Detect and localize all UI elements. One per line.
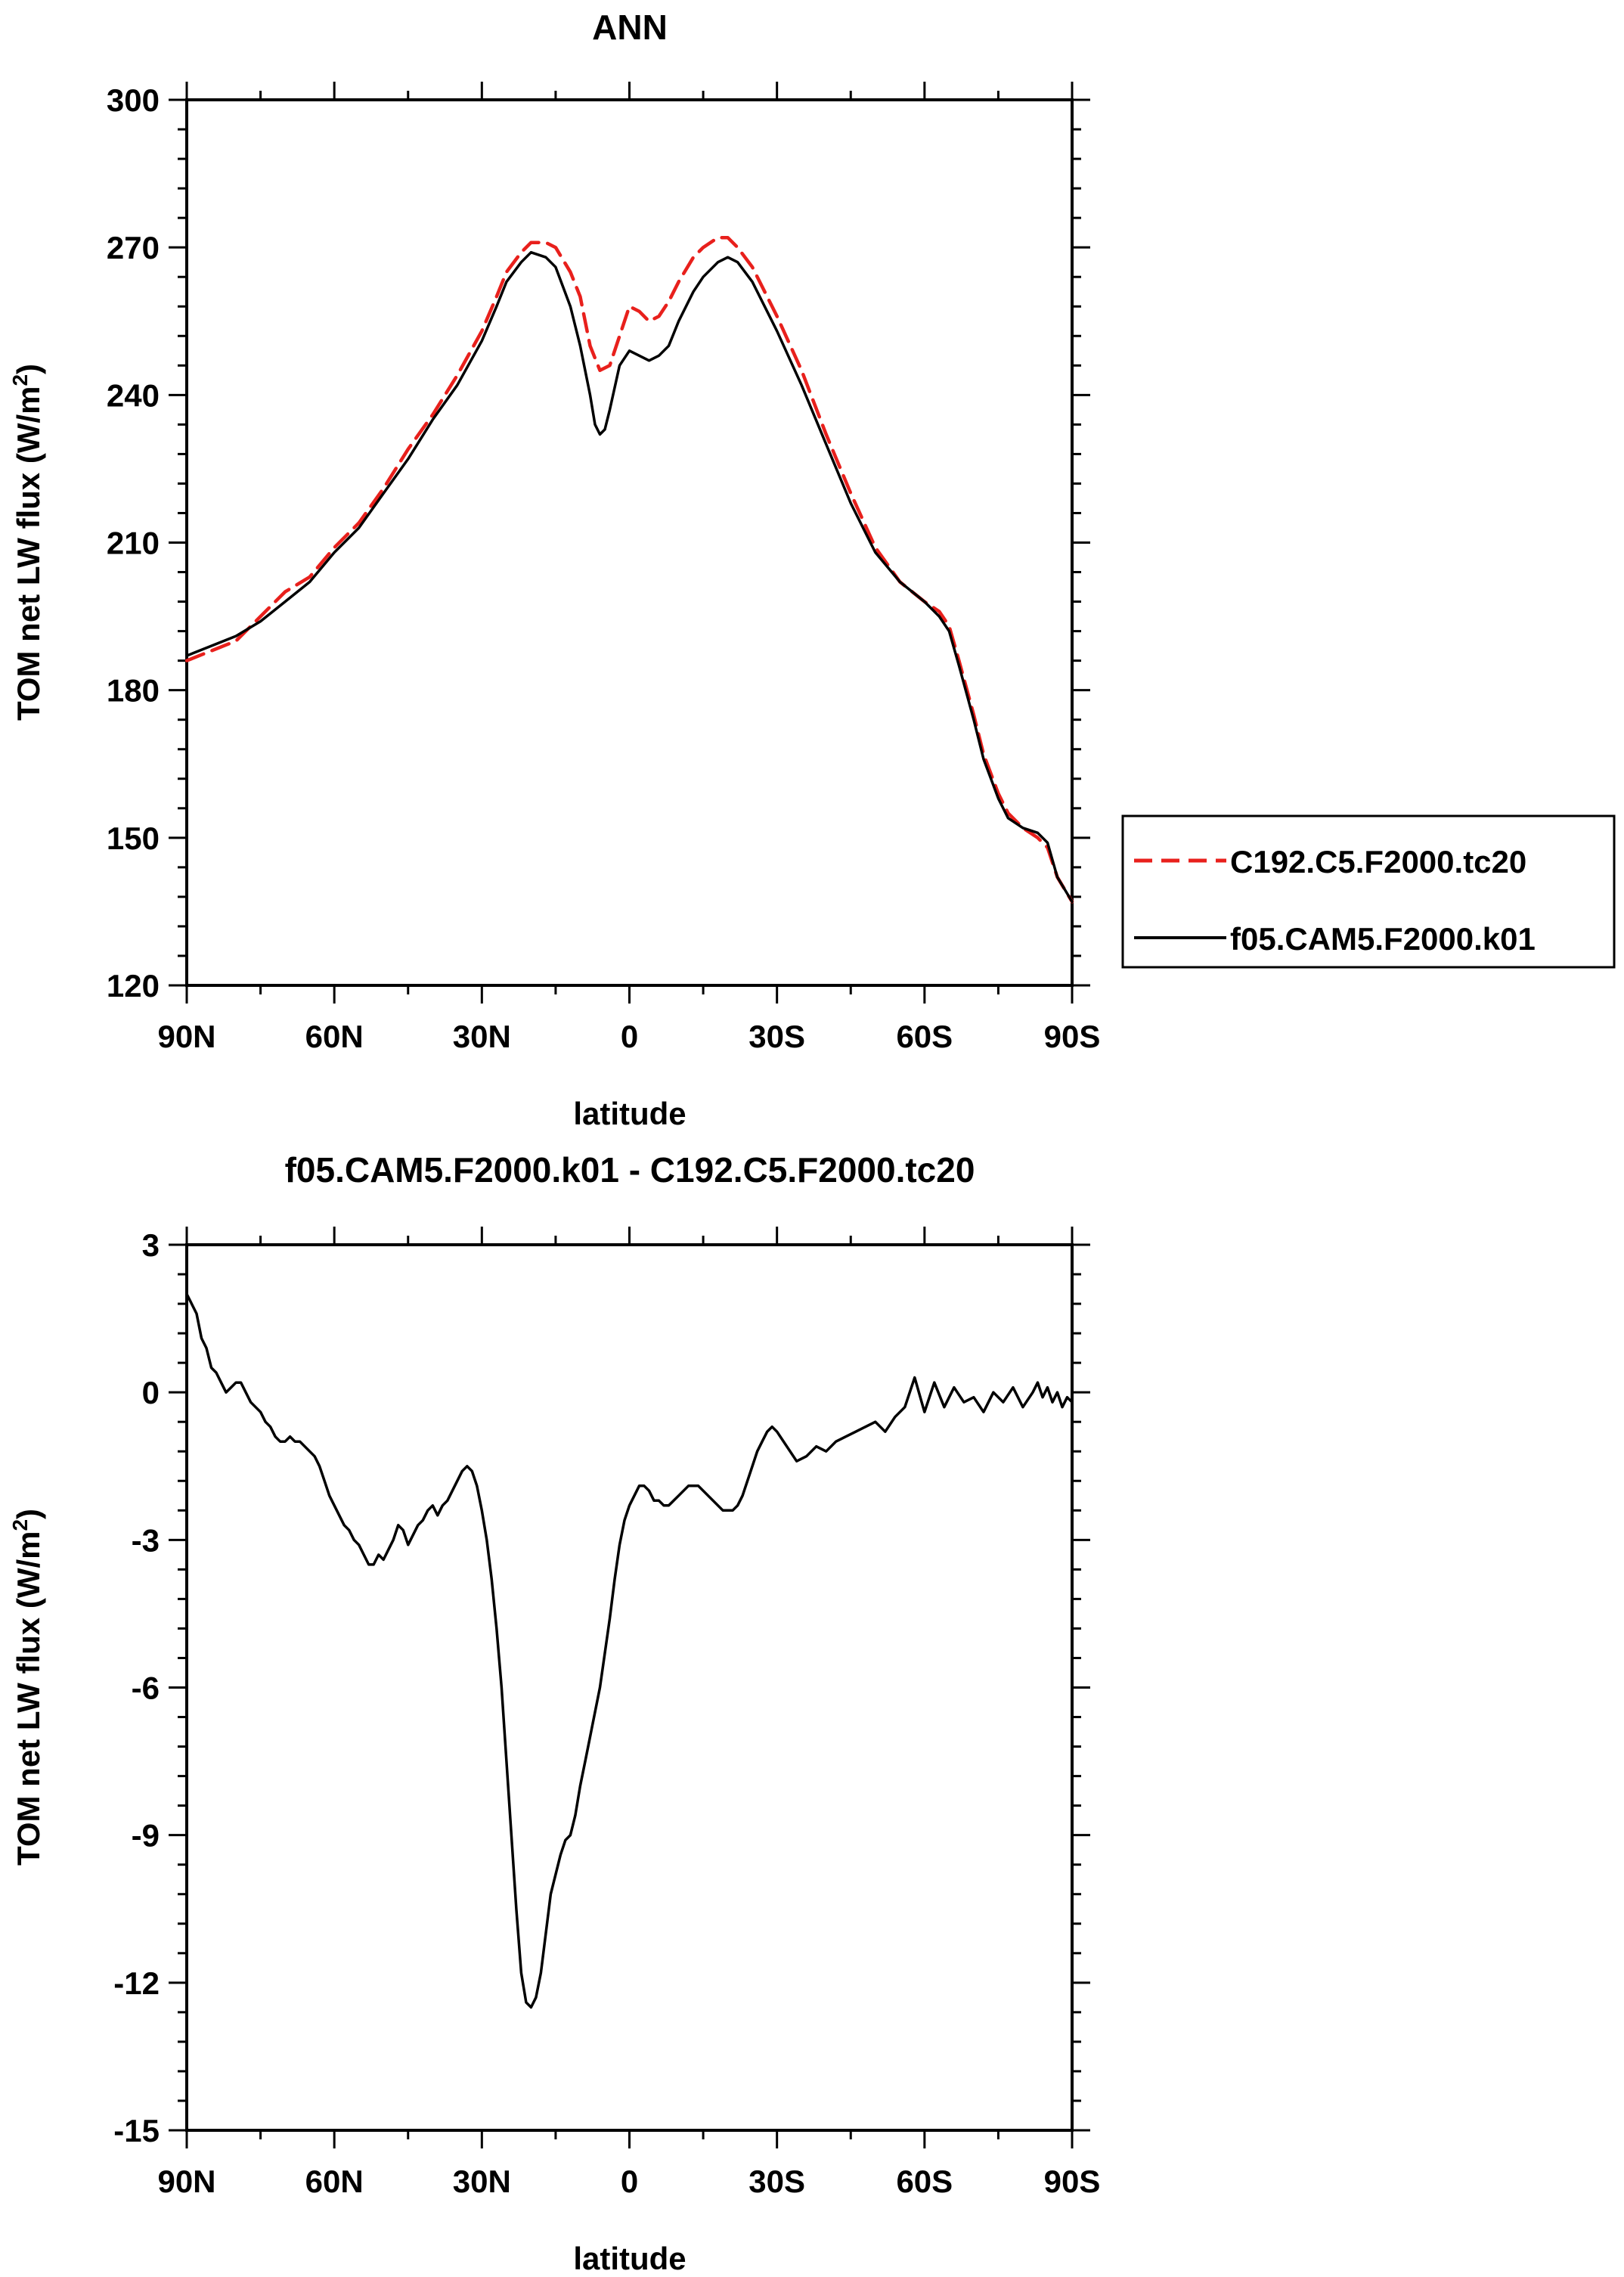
x-tick-label: 30N — [453, 1019, 511, 1054]
x-tick-labels: 90N 60N 30N 0 30S 60S 90S — [157, 1019, 1100, 1054]
legend-label-f05: f05.CAM5.F2000.k01 — [1230, 921, 1536, 957]
x-tick-label: 60S — [896, 1019, 953, 1054]
x-tick-label: 0 — [621, 2164, 638, 2199]
x-tick-label: 60N — [305, 2164, 364, 2199]
axis-ticks — [169, 82, 1090, 1004]
y-tick-labels: -15 -12 -9 -6 -3 0 3 — [113, 1227, 160, 2148]
y-tick-label: 120 — [107, 968, 160, 1004]
series-line-difference — [185, 1292, 1074, 2009]
x-tick-labels: 90N 60N 30N 0 30S 60S 90S — [157, 2164, 1100, 2199]
y-tick-label: -9 — [132, 1818, 160, 1854]
plot-frame — [185, 1243, 1074, 2132]
y-tick-label: 300 — [107, 82, 160, 118]
y-axis-label: TOM net LW flux (W/m2) — [8, 364, 46, 721]
x-axis-label: latitude — [573, 1096, 686, 1131]
y-tick-label: -3 — [132, 1522, 160, 1558]
y-axis-label-tail: ) — [11, 364, 46, 374]
y-tick-label: -12 — [113, 1965, 160, 2001]
series-line-c192-c5-f2000-tc20 — [184, 235, 1074, 904]
x-tick-label: 30S — [748, 2164, 805, 2199]
x-tick-label: 90N — [157, 1019, 215, 1054]
x-tick-label: 90S — [1044, 2164, 1101, 2199]
x-tick-label: 60N — [305, 1019, 364, 1054]
y-tick-label: 180 — [107, 673, 160, 709]
y-tick-label: 3 — [142, 1227, 160, 1263]
x-axis-label: latitude — [573, 2241, 686, 2276]
y-tick-label: 150 — [107, 821, 160, 856]
legend-label-c192: C192.C5.F2000.tc20 — [1230, 844, 1526, 879]
difference-panel: f05.CAM5.F2000.k01 - C192.C5.F2000.tc20 … — [8, 1150, 1100, 2276]
legend: C192.C5.F2000.tc20 f05.CAM5.F2000.k01 — [1121, 814, 1616, 969]
x-tick-label: 0 — [621, 1019, 638, 1054]
y-axis-label-text: TOM net LW flux (W/m — [11, 1531, 46, 1866]
y-tick-label: 0 — [142, 1375, 160, 1410]
x-tick-label: 90S — [1044, 1019, 1101, 1054]
y-axis-label-superscript: 2 — [8, 374, 32, 386]
legend-box — [1121, 814, 1616, 969]
y-axis-label-text: TOM net LW flux (W/m — [11, 386, 46, 721]
panel-title: ANN — [592, 8, 668, 47]
annual-flux-panel: ANN 120 150 180 210 240 270 300 90N 60N 30N 0 30S 6… — [8, 8, 1616, 1131]
y-axis-label-superscript: 2 — [8, 1519, 32, 1531]
series-lines — [184, 235, 1074, 904]
y-axis-label: TOM net LW flux (W/m2) — [8, 1509, 46, 1866]
y-tick-labels: 120 150 180 210 240 270 300 — [107, 82, 160, 1004]
y-tick-label: 240 — [107, 377, 160, 413]
series-line-f05-cam5-f2000-k01 — [185, 250, 1074, 904]
y-tick-label: -15 — [113, 2113, 160, 2148]
panel-title: f05.CAM5.F2000.k01 - C192.C5.F2000.tc20 — [285, 1150, 975, 1190]
axis-ticks — [169, 1227, 1090, 2148]
x-tick-label: 30N — [453, 2164, 511, 2199]
series-lines — [185, 1292, 1074, 2009]
x-tick-label: 60S — [896, 2164, 953, 2199]
x-tick-label: 30S — [748, 1019, 805, 1054]
y-axis-label-tail: ) — [11, 1509, 46, 1519]
y-tick-label: 270 — [107, 230, 160, 265]
y-tick-label: 210 — [107, 526, 160, 561]
y-tick-label: -6 — [132, 1671, 160, 1706]
plot-frame — [185, 98, 1074, 987]
x-tick-label: 90N — [157, 2164, 215, 2199]
